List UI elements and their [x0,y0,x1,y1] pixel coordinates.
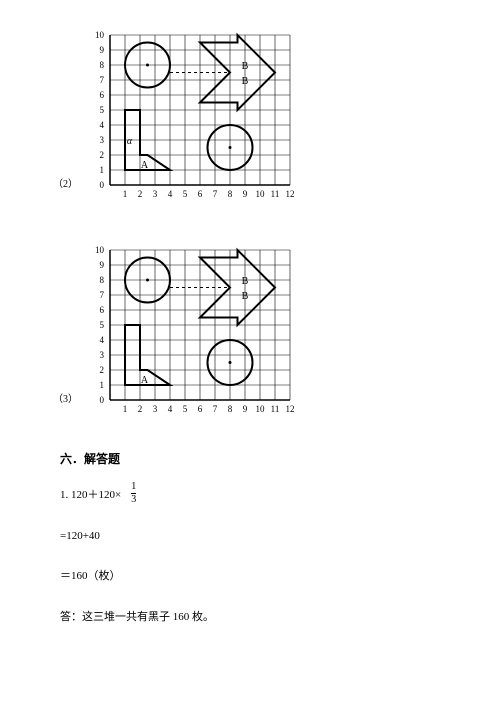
svg-text:10: 10 [256,404,266,414]
grid-block-3: （3） 123456789101112012345678910BBA [80,235,440,430]
grid-svg-3: 123456789101112012345678910BBA [80,235,310,420]
svg-text:5: 5 [100,320,105,330]
svg-text:8: 8 [228,189,233,199]
svg-text:2: 2 [138,404,143,414]
svg-text:1: 1 [100,165,105,175]
svg-text:10: 10 [95,30,105,40]
svg-text:8: 8 [228,404,233,414]
svg-text:11: 11 [271,189,280,199]
svg-text:0: 0 [100,395,105,405]
svg-text:4: 4 [168,189,173,199]
svg-text:1: 1 [100,380,105,390]
calc-prefix: 1. 120＋120× [60,486,121,502]
svg-text:3: 3 [153,404,158,414]
svg-text:7: 7 [100,75,105,85]
svg-text:6: 6 [100,90,105,100]
svg-text:A: A [141,160,149,171]
calc-line-3: ＝160（枚） [60,567,440,583]
svg-text:3: 3 [100,135,105,145]
svg-text:3: 3 [100,350,105,360]
svg-text:10: 10 [256,189,266,199]
svg-text:4: 4 [168,404,173,414]
svg-text:8: 8 [100,275,105,285]
svg-text:10: 10 [95,245,105,255]
svg-text:B: B [242,291,249,302]
svg-text:5: 5 [100,105,105,115]
svg-text:7: 7 [213,404,218,414]
svg-text:8: 8 [100,60,105,70]
svg-text:9: 9 [243,189,248,199]
svg-text:3: 3 [153,189,158,199]
svg-text:9: 9 [100,45,105,55]
svg-text:5: 5 [183,404,188,414]
svg-text:B: B [242,61,249,72]
fraction-den: 3 [131,493,136,505]
svg-text:2: 2 [100,365,105,375]
grid-label: （3） [53,390,78,405]
grid-label: （2） [53,175,78,190]
svg-text:2: 2 [100,150,105,160]
calc-line-1: 1. 120＋120× 1 3 [60,482,440,505]
svg-text:12: 12 [286,189,295,199]
svg-text:11: 11 [271,404,280,414]
svg-text:0: 0 [100,180,105,190]
answer-line: 答：这三堆一共有黑子 160 枚。 [60,608,440,624]
svg-text:4: 4 [100,335,105,345]
svg-text:1: 1 [123,189,128,199]
section-title: 六．解答题 [60,450,440,467]
svg-text:B: B [242,76,249,87]
grid-block-2: （2） 123456789101112012345678910BBαA [80,20,440,215]
svg-text:5: 5 [183,189,188,199]
fraction-num: 1 [131,482,136,493]
svg-text:1: 1 [123,404,128,414]
svg-text:7: 7 [100,290,105,300]
svg-text:2: 2 [138,189,143,199]
svg-text:6: 6 [100,305,105,315]
svg-text:α: α [127,136,133,147]
calc-line-2: =120+40 [60,530,440,542]
svg-text:6: 6 [198,404,203,414]
svg-text:4: 4 [100,120,105,130]
svg-text:6: 6 [198,189,203,199]
svg-text:12: 12 [286,404,295,414]
svg-text:A: A [141,375,149,386]
svg-text:7: 7 [213,189,218,199]
svg-text:9: 9 [243,404,248,414]
fraction: 1 3 [131,482,136,505]
grid-svg-2: 123456789101112012345678910BBαA [80,20,310,205]
svg-text:B: B [242,276,249,287]
svg-text:9: 9 [100,260,105,270]
page: （2） 123456789101112012345678910BBαA （3） … [0,0,500,707]
